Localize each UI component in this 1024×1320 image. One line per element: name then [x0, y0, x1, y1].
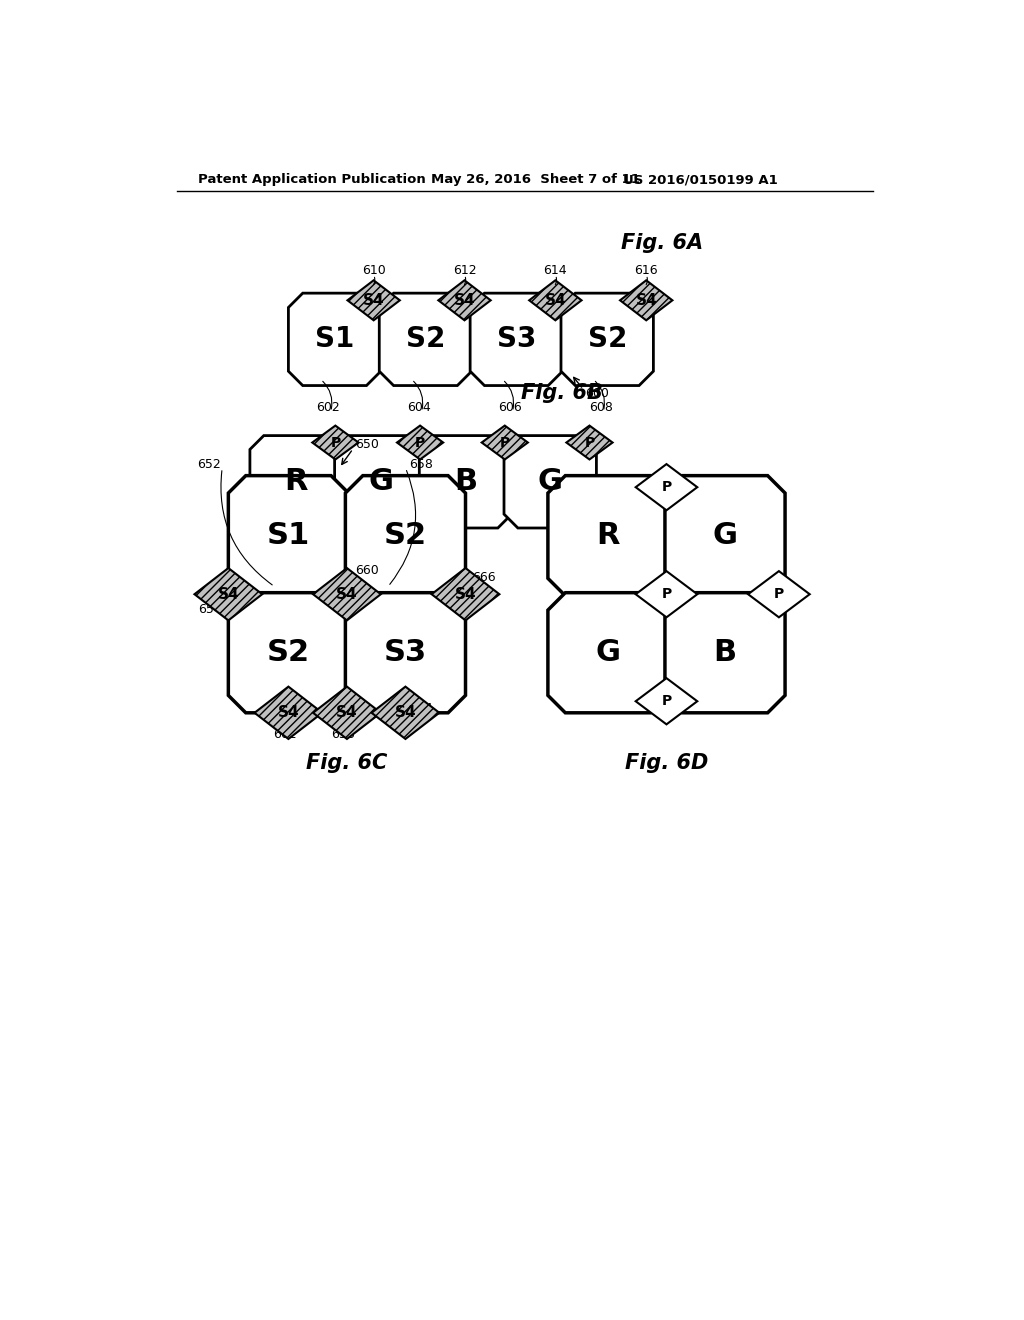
Polygon shape: [345, 593, 466, 713]
Text: 606: 606: [499, 400, 522, 413]
Text: S1: S1: [267, 521, 310, 550]
Polygon shape: [749, 572, 810, 618]
Text: P: P: [662, 587, 672, 601]
Text: 600: 600: [585, 387, 608, 400]
Polygon shape: [548, 593, 668, 713]
Text: 602: 602: [316, 400, 340, 413]
Text: 650: 650: [354, 438, 379, 451]
Polygon shape: [250, 436, 342, 528]
Text: S4: S4: [454, 293, 475, 308]
Text: 616: 616: [635, 264, 658, 277]
Text: S4: S4: [278, 705, 299, 721]
Text: S1: S1: [315, 325, 354, 354]
Text: 658: 658: [410, 458, 433, 471]
Polygon shape: [313, 686, 381, 739]
Text: P: P: [662, 694, 672, 709]
Text: P: P: [662, 480, 672, 494]
Polygon shape: [228, 475, 348, 595]
Text: G: G: [713, 521, 737, 550]
Polygon shape: [313, 568, 381, 620]
Text: R: R: [596, 521, 620, 550]
Text: 660: 660: [354, 564, 379, 577]
Polygon shape: [289, 293, 381, 385]
Text: S4: S4: [362, 293, 384, 308]
Text: May 26, 2016  Sheet 7 of 11: May 26, 2016 Sheet 7 of 11: [431, 173, 640, 186]
Text: 664: 664: [410, 702, 433, 715]
Polygon shape: [438, 280, 490, 321]
Text: Patent Application Publication: Patent Application Publication: [199, 173, 426, 186]
Polygon shape: [561, 293, 653, 385]
Polygon shape: [504, 436, 596, 528]
Polygon shape: [228, 593, 348, 713]
Polygon shape: [566, 425, 612, 459]
Polygon shape: [255, 686, 323, 739]
Text: US 2016/0150199 A1: US 2016/0150199 A1: [624, 173, 778, 186]
Text: 662: 662: [272, 729, 296, 742]
Text: S4: S4: [394, 705, 417, 721]
Text: G: G: [596, 639, 621, 667]
Text: B: B: [714, 639, 736, 667]
Polygon shape: [548, 475, 668, 595]
Polygon shape: [335, 436, 427, 528]
Polygon shape: [470, 293, 562, 385]
Polygon shape: [636, 678, 697, 725]
Text: 610: 610: [361, 264, 385, 277]
Text: S3: S3: [497, 325, 536, 354]
Polygon shape: [347, 280, 399, 321]
Polygon shape: [665, 593, 785, 713]
Text: P: P: [331, 436, 341, 450]
Text: 604: 604: [408, 400, 431, 413]
Polygon shape: [529, 280, 582, 321]
Polygon shape: [636, 465, 697, 511]
Text: G: G: [538, 467, 563, 496]
Text: G: G: [369, 467, 393, 496]
Text: S3: S3: [384, 639, 427, 667]
Text: S4: S4: [217, 586, 240, 602]
Text: Fig. 6D: Fig. 6D: [625, 752, 709, 772]
Text: S4: S4: [636, 293, 657, 308]
Polygon shape: [481, 425, 528, 459]
Text: S2: S2: [384, 521, 427, 550]
Text: S4: S4: [336, 586, 357, 602]
Polygon shape: [345, 475, 466, 595]
Text: B: B: [454, 467, 477, 496]
Polygon shape: [636, 572, 697, 618]
Text: P: P: [415, 436, 425, 450]
Polygon shape: [665, 475, 785, 595]
Text: R: R: [285, 467, 308, 496]
Text: S4: S4: [336, 705, 357, 721]
Polygon shape: [195, 568, 262, 620]
Polygon shape: [397, 425, 443, 459]
Text: 614: 614: [544, 264, 567, 277]
Text: P: P: [585, 436, 595, 450]
Text: 656: 656: [331, 729, 355, 742]
Text: S2: S2: [267, 639, 310, 667]
Polygon shape: [379, 293, 472, 385]
Text: 652: 652: [197, 458, 220, 471]
Text: S2: S2: [406, 325, 445, 354]
Polygon shape: [312, 425, 358, 459]
Text: Fig. 6C: Fig. 6C: [306, 752, 388, 772]
Polygon shape: [372, 686, 439, 739]
Text: S2: S2: [588, 325, 627, 354]
Text: P: P: [774, 587, 784, 601]
Text: P: P: [500, 436, 510, 450]
Polygon shape: [621, 280, 673, 321]
Text: Fig. 6B: Fig. 6B: [521, 383, 603, 403]
Text: S4: S4: [455, 586, 476, 602]
Text: 612: 612: [453, 264, 476, 277]
Text: 654: 654: [199, 603, 222, 616]
Text: 608: 608: [589, 400, 613, 413]
Text: S4: S4: [545, 293, 566, 308]
Text: Fig. 6A: Fig. 6A: [621, 234, 702, 253]
Polygon shape: [432, 568, 500, 620]
Polygon shape: [419, 436, 512, 528]
Text: 666: 666: [472, 570, 496, 583]
